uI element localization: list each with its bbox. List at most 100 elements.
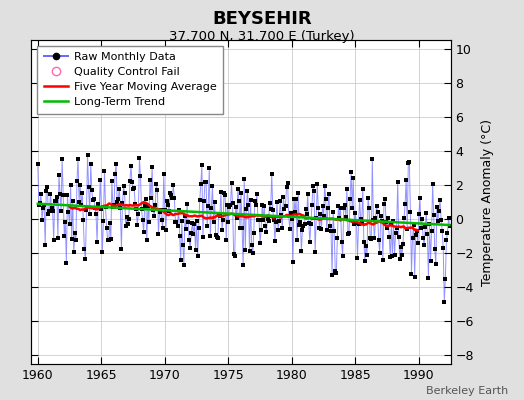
Point [414, 211, 423, 217]
Point [66, 221, 74, 228]
Point [394, 179, 402, 186]
Point [258, 202, 266, 208]
Point [186, 244, 194, 251]
Point [125, 216, 133, 222]
Point [335, 215, 344, 221]
Point [151, 201, 159, 208]
Point [166, 189, 174, 196]
Point [245, 248, 254, 254]
Point [36, 200, 44, 206]
Point [352, 219, 361, 226]
Point [325, 191, 333, 198]
Point [340, 205, 348, 211]
Point [280, 206, 289, 212]
Point [215, 212, 223, 218]
Point [217, 188, 225, 195]
Point [275, 218, 283, 224]
Point [189, 230, 198, 237]
Point [161, 207, 169, 214]
Point [281, 202, 290, 209]
Point [173, 223, 182, 229]
Point [428, 227, 436, 234]
Point [101, 204, 110, 210]
Point [194, 224, 203, 231]
Point [196, 180, 205, 187]
Point [228, 200, 237, 207]
Point [154, 230, 162, 237]
Point [146, 176, 154, 183]
Point [445, 223, 454, 229]
Point [162, 227, 170, 233]
Point [89, 197, 97, 203]
Point [405, 159, 413, 165]
Point [361, 258, 369, 264]
Point [57, 208, 66, 214]
Point [329, 209, 337, 215]
Point [56, 191, 64, 197]
Point [185, 237, 193, 243]
Point [212, 232, 220, 238]
Point [344, 231, 352, 238]
Point [307, 221, 315, 228]
Point [341, 202, 349, 208]
Point [268, 170, 276, 177]
Point [312, 215, 320, 221]
Point [39, 205, 47, 211]
Point [412, 228, 421, 234]
Point [260, 202, 268, 209]
Point [350, 220, 358, 227]
Point [257, 226, 265, 233]
Point [319, 203, 327, 210]
Point [83, 152, 92, 158]
Point [353, 254, 362, 261]
Point [291, 209, 299, 215]
Point [310, 188, 318, 194]
Point [155, 208, 163, 215]
Point [279, 194, 288, 200]
Point [144, 203, 152, 209]
Point [62, 259, 71, 266]
Point [287, 210, 295, 216]
Point [79, 217, 88, 223]
Point [301, 206, 310, 212]
Point [410, 274, 419, 280]
Point [206, 233, 214, 239]
Point [295, 222, 303, 228]
Point [225, 204, 234, 210]
Point [165, 208, 173, 214]
Point [399, 241, 407, 248]
Point [403, 226, 411, 232]
Point [438, 227, 446, 234]
Point [55, 172, 63, 178]
Point [346, 196, 354, 203]
Point [249, 230, 258, 236]
Point [359, 238, 368, 245]
Point [262, 229, 270, 235]
Point [95, 205, 103, 212]
Point [407, 270, 416, 277]
Point [331, 268, 340, 274]
Point [366, 234, 374, 241]
Point [292, 196, 300, 202]
Point [220, 190, 228, 196]
Point [119, 183, 128, 189]
Point [109, 204, 117, 211]
Point [188, 220, 196, 226]
Point [316, 210, 325, 217]
Point [222, 236, 231, 243]
Point [267, 205, 275, 212]
Point [131, 201, 139, 207]
Point [43, 184, 51, 190]
Point [299, 223, 308, 229]
Point [259, 216, 267, 223]
Text: BEYSEHIR: BEYSEHIR [212, 10, 312, 28]
Point [113, 199, 122, 205]
Point [387, 220, 396, 226]
Point [365, 205, 373, 211]
Point [54, 235, 62, 242]
Point [178, 218, 186, 224]
Point [431, 246, 439, 253]
Point [429, 181, 437, 188]
Point [34, 161, 42, 168]
Point [308, 202, 316, 208]
